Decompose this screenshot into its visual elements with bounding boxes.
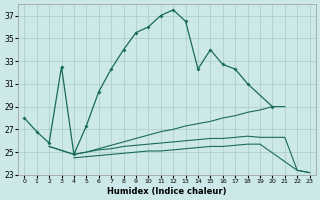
X-axis label: Humidex (Indice chaleur): Humidex (Indice chaleur): [107, 187, 227, 196]
